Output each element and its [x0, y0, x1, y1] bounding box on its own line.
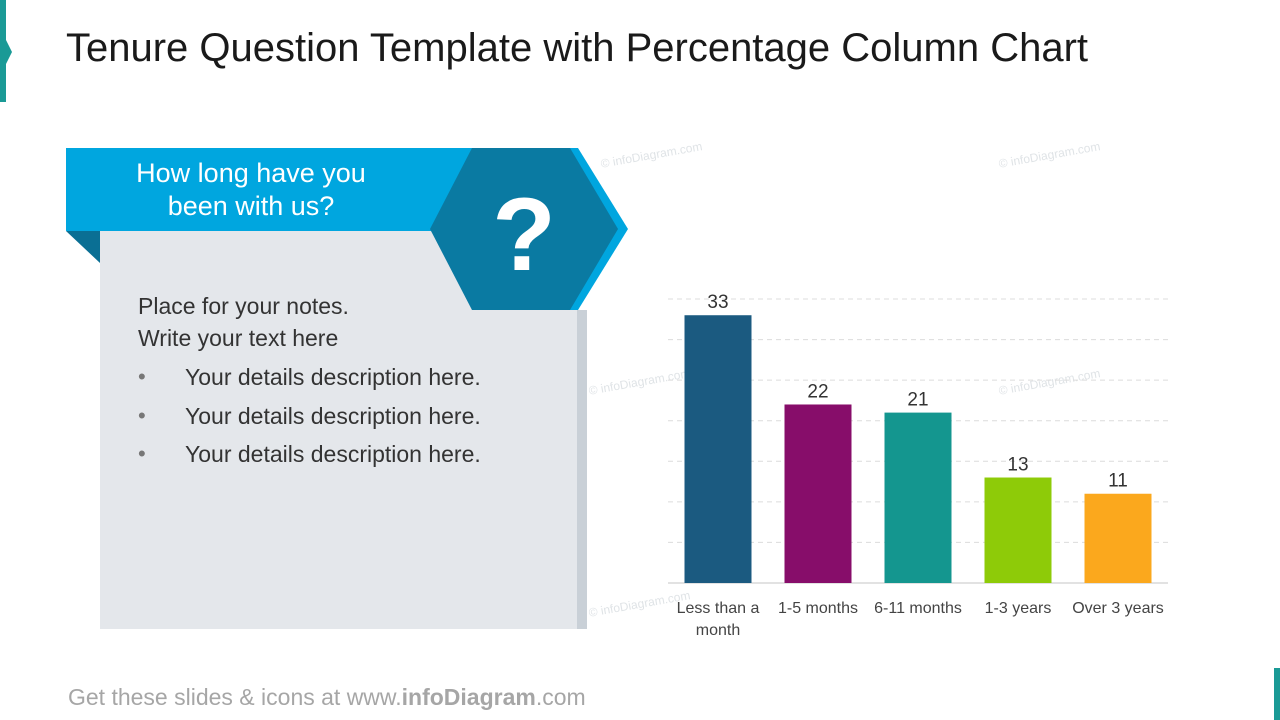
bullet-item: Your details description here. — [138, 435, 568, 474]
chart-category-label: Over 3 years — [1072, 600, 1164, 617]
chart-bar — [784, 404, 852, 583]
chart-category-label: 1-3 years — [985, 600, 1052, 617]
notes-line-1: Place for your notes. — [138, 293, 349, 319]
question-mark-hexagon-icon: ? — [430, 148, 628, 310]
notes-line-2: Write your text here — [138, 325, 339, 351]
left-accent-notch — [6, 40, 12, 64]
chart-bar — [884, 412, 952, 583]
question-banner: How long have you been with us? — [66, 148, 476, 231]
chart-category-label: Less than a month — [677, 600, 760, 639]
chart-data-label: 33 — [707, 292, 728, 313]
chart-category-label: 1-5 months — [778, 600, 858, 617]
left-accent-bar — [0, 0, 6, 102]
right-accent-bar — [1274, 668, 1280, 720]
footer-prefix: Get these slides & icons at www. — [68, 684, 402, 710]
notes-card-shadow — [577, 310, 587, 629]
chart-data-label: 22 — [807, 381, 828, 402]
chart-data-label: 21 — [907, 390, 928, 411]
chart-bar — [684, 315, 752, 583]
hexagon-shape — [430, 148, 618, 310]
chart-data-label: 11 — [1108, 471, 1128, 492]
bullet-item: Your details description here. — [138, 397, 568, 436]
chart-bar — [984, 477, 1052, 583]
slide-title: Tenure Question Template with Percentage… — [66, 26, 1089, 70]
footer-brand: infoDiagram — [401, 684, 536, 710]
chart-bar — [1084, 493, 1152, 583]
chart-data-label: 13 — [1007, 455, 1028, 476]
question-text: How long have you been with us? — [136, 157, 366, 221]
notes-text: Place for your notes. Write your text he… — [138, 290, 568, 474]
question-mark-glyph: ? — [492, 177, 556, 293]
footer: Get these slides & icons at www.infoDiag… — [68, 684, 586, 711]
banner-fold — [66, 231, 100, 263]
chart-category-label: 6-11 months — [874, 600, 962, 617]
notes-bullet-list: Your details description here. Your deta… — [138, 358, 568, 474]
bullet-item: Your details description here. — [138, 358, 568, 397]
footer-suffix: .com — [535, 684, 586, 710]
